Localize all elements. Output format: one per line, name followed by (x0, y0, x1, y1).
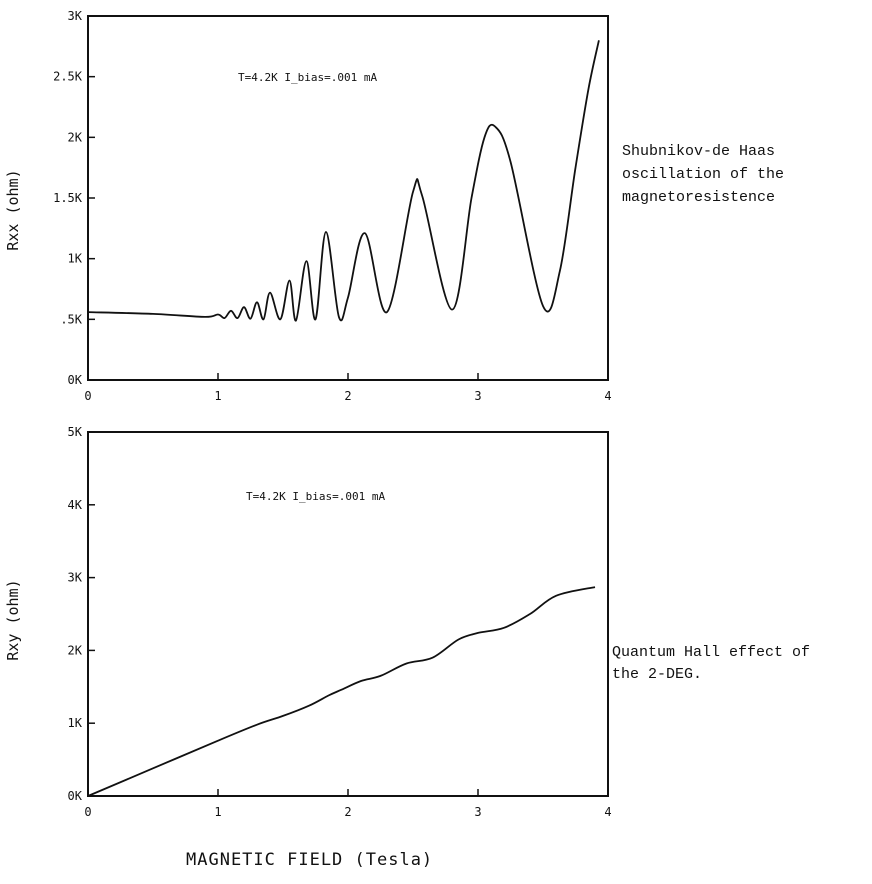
rxy-x-tick-label: 3 (474, 805, 481, 819)
rxy-x-ticks: 0 1 2 3 4 (84, 789, 612, 819)
rxy-y-tick-label: 3K (68, 571, 83, 585)
rxx-x-tick-label: 3 (474, 389, 481, 403)
rxy-x-tick-label: 4 (604, 805, 611, 819)
rxy-y-ticks: 0K 1K 2K 3K 4K 5K (68, 425, 95, 803)
rxy-y-tick-label: 2K (68, 643, 83, 657)
rxx-x-tick-label: 1 (214, 389, 221, 403)
rxx-x-tick-label: 0 (84, 389, 91, 403)
rxx-side-note-line-3: magnetoresistence (622, 189, 775, 206)
rxx-y-tick-label: 2K (68, 130, 83, 144)
rxx-x-ticks: 0 1 2 3 4 (84, 373, 612, 403)
rxx-x-tick-label: 4 (604, 389, 611, 403)
rxx-chart: 0K .5K 1K 1.5K 2K 2.5K 3K 0 1 2 3 4 Rxx (ohm) T=4.… (4, 9, 784, 403)
rxy-x-tick-label: 0 (84, 805, 91, 819)
rxy-y-axis-label: Rxy (ohm) (4, 579, 22, 660)
x-axis-label: MAGNETIC FIELD (Tesla) (186, 850, 433, 870)
rxy-y-tick-label: 4K (68, 498, 83, 512)
rxy-side-note-line-1: Quantum Hall effect of (612, 644, 810, 661)
rxy-y-tick-label: 0K (68, 789, 83, 803)
rxy-x-tick-label: 1 (214, 805, 221, 819)
rxy-series-line (87, 586, 596, 797)
rxx-side-note-line-2: oscillation of the (622, 166, 784, 183)
rxx-y-ticks: 0K .5K 1K 1.5K 2K 2.5K 3K (53, 9, 95, 387)
rxx-y-tick-label: 1K (68, 252, 83, 266)
rxx-annotation: T=4.2K I_bias=.001 mA (238, 71, 377, 84)
rxy-annotation: T=4.2K I_bias=.001 mA (246, 490, 385, 503)
rxy-y-tick-label: 5K (68, 425, 83, 439)
rxy-x-tick-label: 2 (344, 805, 351, 819)
rxy-side-note-line-2: the 2-DEG. (612, 666, 702, 683)
rxx-y-axis-label: Rxx (ohm) (4, 169, 22, 250)
rxx-series-line (87, 40, 600, 322)
rxx-side-note-line-1: Shubnikov-de Haas (622, 143, 775, 160)
rxx-y-tick-label: 0K (68, 373, 83, 387)
rxx-y-tick-label: 1.5K (53, 191, 83, 205)
rxx-y-tick-label: 3K (68, 9, 83, 23)
rxx-y-tick-label: .5K (60, 312, 82, 326)
rxy-chart: 0K 1K 2K 3K 4K 5K 0 1 2 3 4 Rxy (ohm) T=4.2K I_bi… (4, 425, 810, 819)
rxx-x-tick-label: 2 (344, 389, 351, 403)
rxy-y-tick-label: 1K (68, 716, 83, 730)
rxx-y-tick-label: 2.5K (53, 70, 83, 84)
